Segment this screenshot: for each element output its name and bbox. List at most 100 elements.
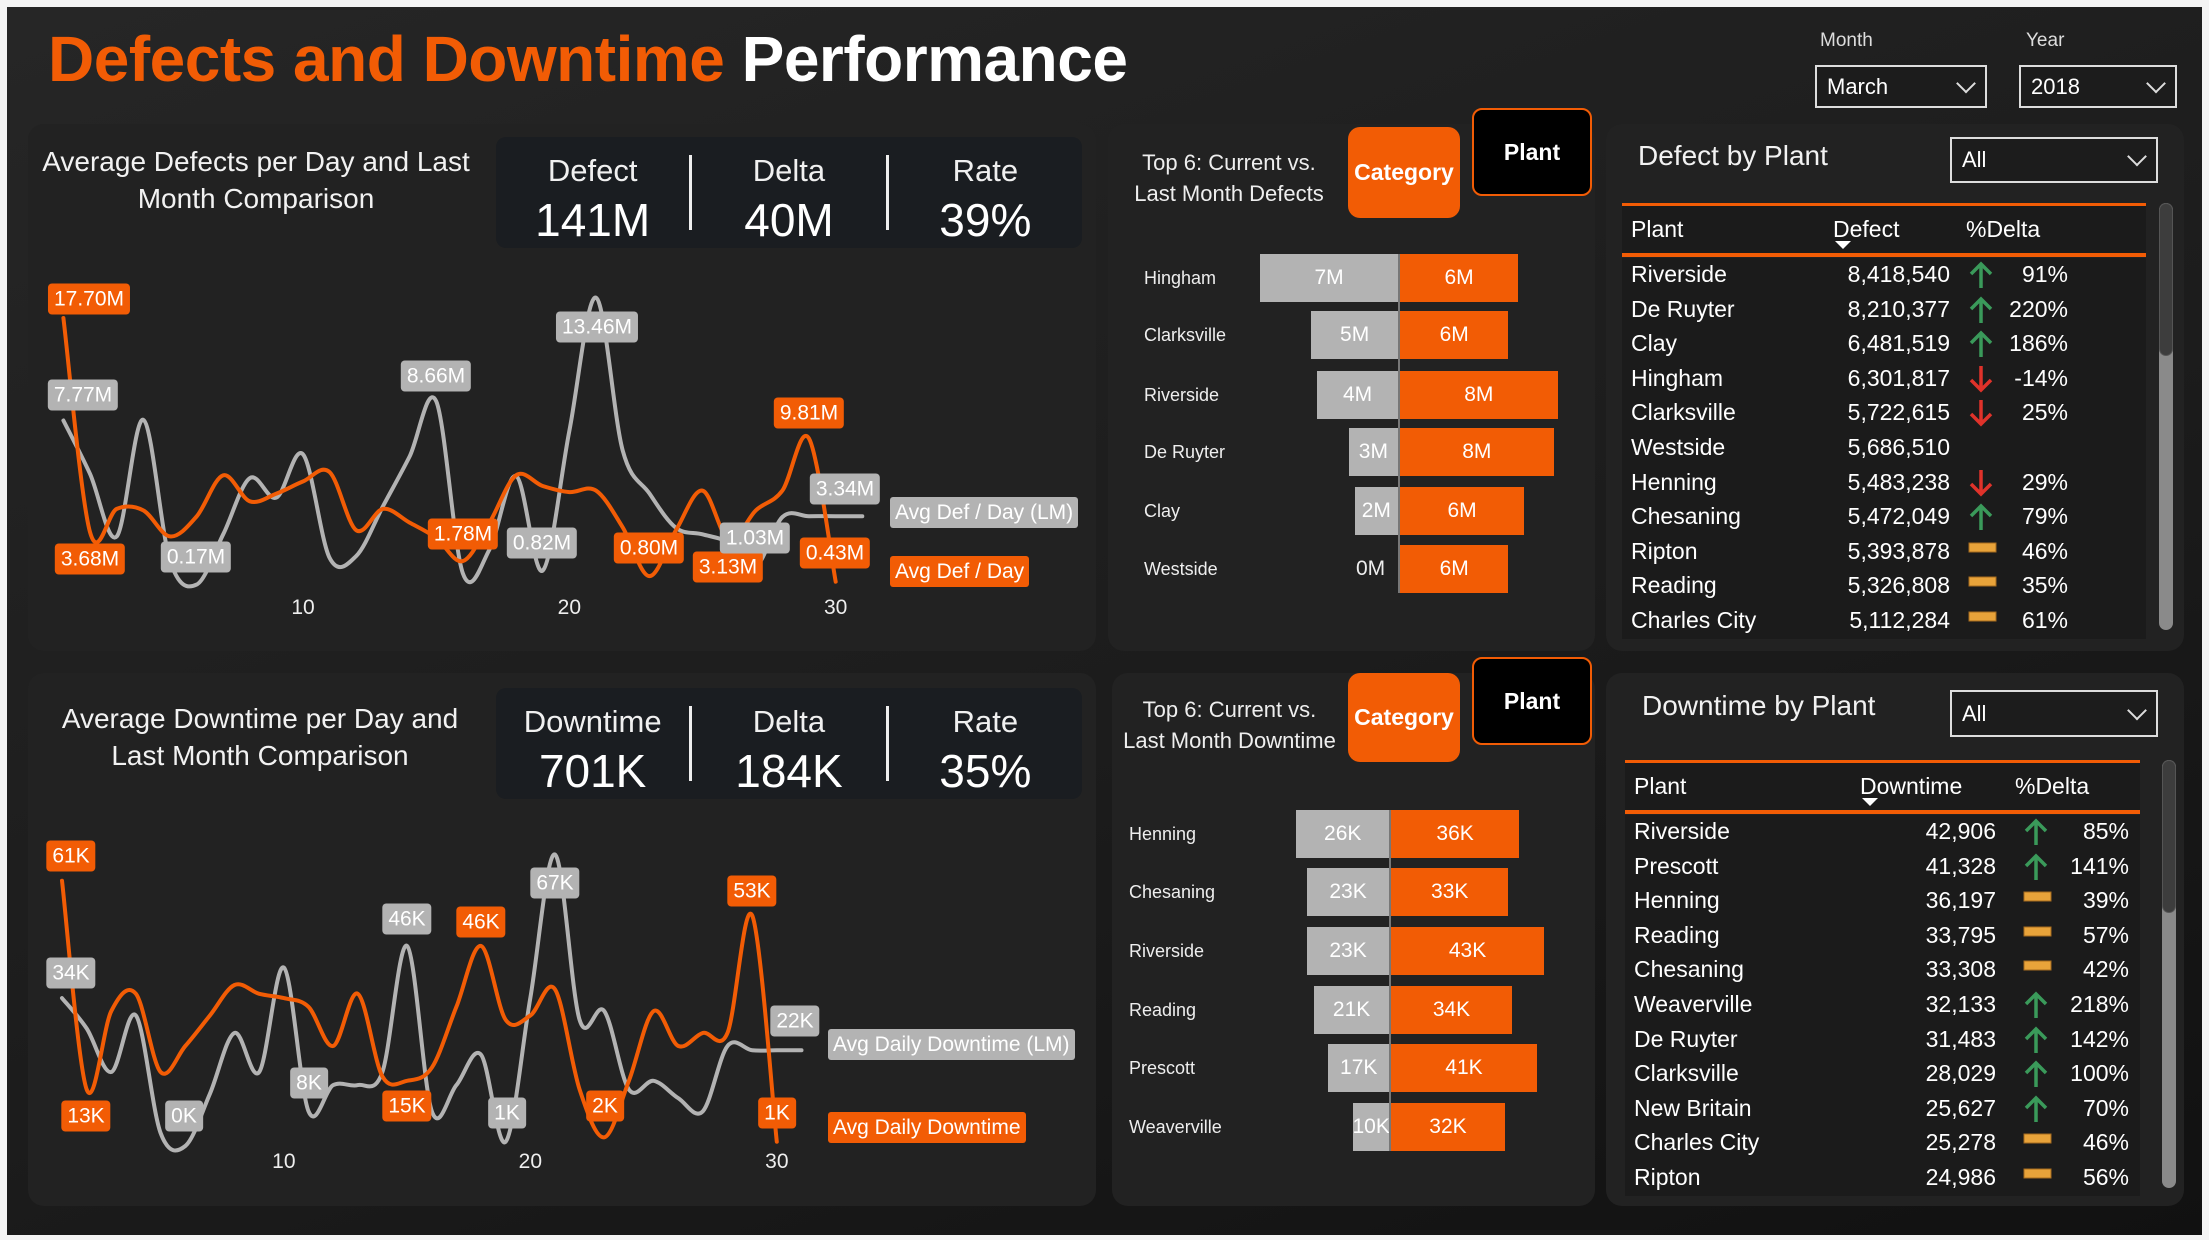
data-point[interactable] — [208, 1092, 212, 1096]
bar-current[interactable]: 33K — [1391, 868, 1509, 916]
scrollbar[interactable] — [2162, 760, 2176, 1188]
data-point[interactable] — [701, 1031, 705, 1035]
data-point[interactable] — [454, 1005, 458, 1009]
data-point[interactable] — [553, 987, 557, 991]
data-point[interactable] — [257, 1070, 261, 1074]
data-point[interactable] — [159, 1070, 163, 1074]
column-header-downtime[interactable]: Downtime — [1860, 773, 1963, 799]
table-row[interactable]: Westside 5,686,510 — [1622, 431, 2146, 466]
data-point[interactable] — [479, 944, 483, 948]
data-point[interactable] — [301, 452, 305, 456]
data-point[interactable] — [356, 992, 360, 996]
column-header-delta[interactable]: %Delta — [1966, 216, 2041, 242]
scrollbar-thumb[interactable] — [2159, 203, 2173, 356]
table-row[interactable]: Charles City 5,112,284 61% — [1622, 604, 2146, 639]
data-point[interactable] — [701, 489, 705, 493]
category-button[interactable]: Category — [1348, 127, 1460, 218]
data-point[interactable] — [726, 1044, 730, 1048]
data-point[interactable] — [168, 534, 172, 538]
data-point[interactable] — [834, 580, 838, 584]
bar-current[interactable]: 36K — [1391, 810, 1520, 858]
data-point[interactable] — [328, 470, 332, 474]
plant-button[interactable]: Plant — [1472, 108, 1592, 196]
column-header-defect[interactable]: Defect — [1833, 216, 1900, 242]
data-point[interactable] — [380, 1074, 384, 1078]
data-point[interactable] — [331, 1044, 335, 1048]
bar-current[interactable]: 32K — [1391, 1103, 1505, 1151]
data-point[interactable] — [461, 559, 465, 563]
bar-last-month[interactable]: 23K — [1307, 927, 1389, 975]
data-point[interactable] — [109, 1070, 113, 1074]
data-point[interactable] — [652, 1079, 656, 1083]
bar-current[interactable]: 6M — [1400, 487, 1525, 535]
data-point[interactable] — [233, 983, 237, 987]
table-row[interactable]: Henning 36,197 39% — [1625, 884, 2140, 920]
data-point[interactable] — [134, 992, 138, 996]
data-point[interactable] — [541, 569, 545, 573]
bar-last-month[interactable]: 10K — [1353, 1103, 1390, 1151]
data-point[interactable] — [652, 1009, 656, 1013]
data-point[interactable] — [567, 490, 571, 494]
data-point[interactable] — [405, 944, 409, 948]
data-point[interactable] — [331, 1083, 335, 1087]
bar-current[interactable]: 8M — [1400, 371, 1558, 419]
year-dropdown[interactable]: 2018 — [2019, 65, 2177, 108]
data-point[interactable] — [221, 532, 225, 536]
table-row[interactable]: Chesaning 33,308 42% — [1625, 953, 2140, 989]
bar-last-month[interactable]: 3M — [1348, 428, 1398, 476]
data-point[interactable] — [274, 492, 278, 496]
data-point[interactable] — [408, 455, 412, 459]
bar-last-month[interactable]: 23K — [1307, 868, 1389, 916]
data-point[interactable] — [578, 1088, 582, 1092]
data-point[interactable] — [775, 1048, 779, 1052]
defect-plant-filter-dropdown[interactable]: All — [1950, 137, 2158, 183]
table-row[interactable]: Riverside 42,906 85% — [1625, 815, 2140, 850]
table-row[interactable]: Hingham 6,301,817 -14% — [1622, 361, 2146, 397]
data-point[interactable] — [328, 556, 332, 560]
data-point[interactable] — [109, 1009, 113, 1013]
data-point[interactable] — [627, 1079, 631, 1083]
bar-current[interactable]: 34K — [1391, 986, 1513, 1034]
data-point[interactable] — [354, 554, 358, 558]
data-point[interactable] — [479, 1053, 483, 1057]
data-point[interactable] — [553, 853, 557, 857]
data-point[interactable] — [115, 507, 119, 511]
data-point[interactable] — [504, 1140, 508, 1144]
bar-current[interactable]: 6M — [1400, 254, 1519, 302]
bar-current[interactable]: 6M — [1400, 545, 1509, 593]
table-row[interactable]: Charles City 25,278 46% — [1625, 1126, 2140, 1162]
data-point[interactable] — [85, 1088, 89, 1092]
category-button[interactable]: Category — [1348, 673, 1460, 762]
data-point[interactable] — [834, 514, 838, 518]
data-point[interactable] — [860, 514, 864, 518]
data-point[interactable] — [195, 583, 199, 587]
data-point[interactable] — [454, 1083, 458, 1087]
data-point[interactable] — [282, 996, 286, 1000]
bar-current[interactable]: 43K — [1391, 927, 1545, 975]
data-point[interactable] — [61, 316, 65, 320]
data-point[interactable] — [248, 476, 252, 480]
data-point[interactable] — [248, 499, 252, 503]
data-point[interactable] — [647, 491, 651, 495]
data-point[interactable] — [621, 448, 625, 452]
column-header-plant[interactable]: Plant — [1634, 773, 1687, 799]
data-point[interactable] — [60, 996, 64, 1000]
table-row[interactable]: Reading 5,326,808 35% — [1622, 569, 2146, 605]
data-point[interactable] — [405, 1079, 409, 1083]
data-point[interactable] — [141, 508, 145, 512]
data-point[interactable] — [676, 1044, 680, 1048]
data-point[interactable] — [430, 1066, 434, 1070]
bar-last-month[interactable]: 5M — [1311, 311, 1398, 359]
data-point[interactable] — [647, 574, 651, 578]
data-point[interactable] — [61, 419, 65, 423]
data-point[interactable] — [514, 473, 518, 477]
table-row[interactable]: Riverside 8,418,540 91% — [1622, 258, 2146, 293]
table-row[interactable]: Weaverville 32,133 218% — [1625, 988, 2140, 1023]
scrollbar[interactable] — [2159, 203, 2173, 630]
data-point[interactable] — [381, 507, 385, 511]
data-point[interactable] — [578, 1018, 582, 1022]
bar-last-month[interactable]: 26K — [1296, 810, 1389, 858]
data-point[interactable] — [504, 1018, 508, 1022]
data-point[interactable] — [60, 879, 64, 883]
data-point[interactable] — [754, 508, 758, 512]
